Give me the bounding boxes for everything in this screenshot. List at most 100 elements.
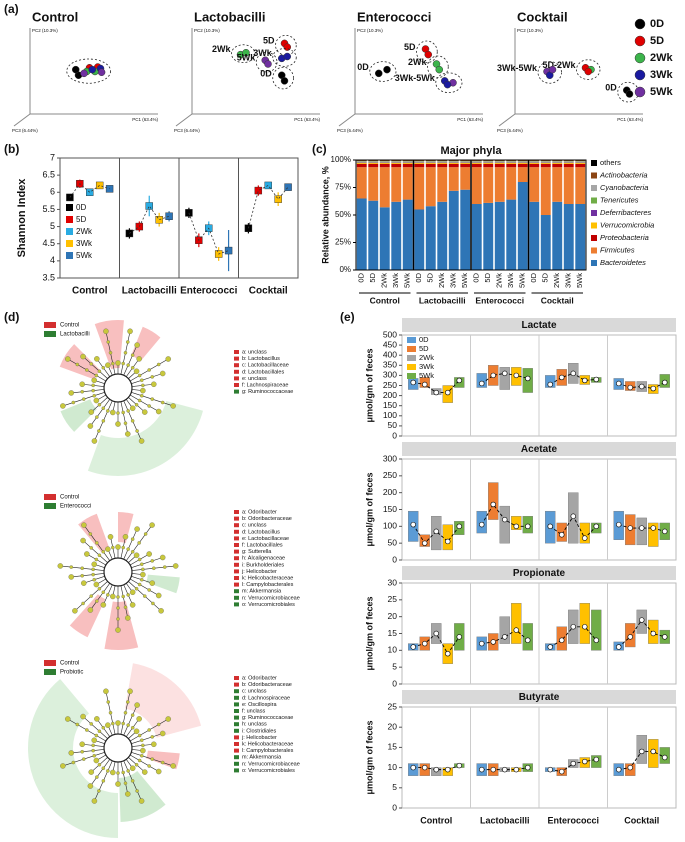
clade-node [155,408,162,415]
clade-branch [90,583,111,611]
legend-label: Tenericutes [600,195,639,204]
bar-segment [368,161,379,162]
axis-label: PC3 (6.44%) [12,128,38,133]
taxon-label: g: Sutterella [242,549,272,555]
x-tick-label: Enterococci [547,815,599,825]
clade-node [133,368,140,375]
bar-segment [552,161,563,162]
bar-segment [517,167,528,182]
bar-segment [460,160,471,162]
bar-segment [563,167,574,204]
bar-segment [391,163,402,168]
clade-node [106,769,110,773]
mean-marker [650,630,656,637]
mean-marker [490,639,496,645]
cluster-ellipse [255,51,278,73]
legend-marker [591,235,597,241]
clade-node [130,726,135,730]
mean-marker [445,538,451,545]
bar-segment [540,167,551,215]
mean-marker [490,501,496,508]
y-tick-label: 6.5 [42,170,55,180]
mean-marker [502,766,508,773]
bar-segment [402,167,413,200]
clade-node [80,353,86,360]
y-tick-label: 10 [388,645,398,655]
bar-segment [356,160,367,162]
mean-marker [570,370,576,377]
clade-node [108,711,113,715]
clade-node [111,361,115,366]
clade-node [137,557,142,562]
taxon-label: e: Lactobacillaceae [242,536,289,542]
y-tick-label: 4.5 [42,238,55,248]
clade-node [91,561,97,568]
bar-segment [460,167,471,190]
y-tick-label: 0 [392,802,397,812]
mean-marker [422,764,428,771]
clade-highlight [119,770,166,822]
clade-node [97,586,102,591]
x-tick-label: 3Wk [391,273,400,288]
clade-node [129,589,136,595]
taxon-label: l: Campylobacterales [242,582,294,588]
clade-node [122,534,129,540]
bar-segment [402,161,413,163]
clade-node [81,601,85,606]
clade-node [140,378,144,383]
clade-node [121,594,125,599]
bar-segment [517,162,528,163]
mean-marker [582,624,588,630]
clade-branch [131,373,163,384]
taxon-marker [234,768,239,773]
y-tick-label: 150 [383,504,397,514]
pca-point [97,68,106,76]
bar-segment [483,202,494,270]
mean-marker [445,650,451,657]
legend-marker [591,185,597,191]
clade-node [130,550,135,554]
clade-node [68,750,75,756]
y-tick-label: 6 [50,187,55,197]
taxon-label: i: Burkholderiales [242,562,284,568]
clade-node [123,351,128,355]
taxon-label: e: Oscillospira [242,702,277,708]
clade-node [140,577,144,582]
bar-segment [391,162,402,163]
clade-node [140,753,144,758]
axis [175,113,193,127]
mean-marker [410,764,416,771]
bar-segment [460,162,471,164]
legend-label: Actinobacteria [599,170,648,179]
mean-marker [627,525,633,531]
legend-label: Firmicutes [600,245,635,254]
bar-segment [414,209,425,270]
bar-segment [552,201,563,270]
cluster-label: 5D [404,42,416,52]
pca-title: Lactobacilli [194,9,266,24]
bar-segment [368,163,379,168]
legend-label: 5D [76,215,86,224]
clade-node [101,419,106,423]
legend-label: Lactobacilli [60,332,90,338]
clade-node [143,532,148,536]
legend-marker [407,355,416,361]
bar-segment [471,167,482,204]
bar-segment [471,163,482,168]
bar-segment [575,161,586,163]
clade-highlight [69,594,106,638]
mean-marker [570,760,576,767]
bar-segment [437,161,448,163]
clade-root-ring [103,557,133,587]
clade-node [135,789,139,793]
taxon-marker [234,516,239,521]
clade-node [101,406,106,410]
legend-marker [407,364,416,370]
clade-node [106,700,110,704]
bar-segment [402,199,413,270]
bar-segment [563,161,574,163]
y-tick-label: 30 [388,577,398,587]
clade-node [110,769,116,776]
legend-marker [44,669,56,675]
